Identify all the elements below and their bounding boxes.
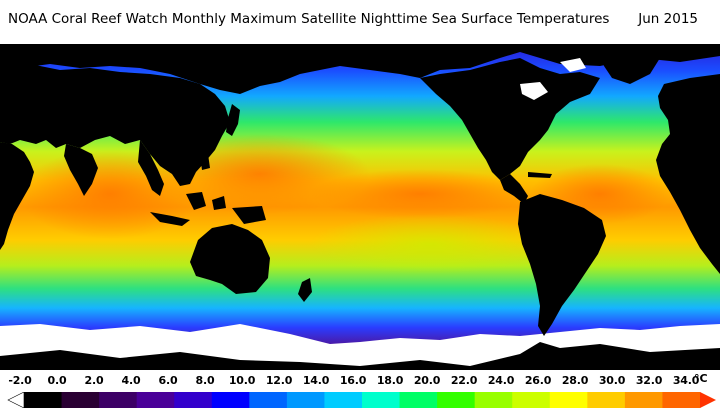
legend-tick-label: 18.0	[376, 374, 404, 387]
legend-tick-label: 26.0	[524, 374, 552, 387]
legend-unit: °C	[694, 372, 708, 385]
sst-map-image	[0, 44, 720, 370]
legend-tick-label: 32.0	[635, 374, 663, 387]
legend-swatch	[587, 392, 626, 408]
north-america-land	[420, 58, 600, 180]
sulawesi-land	[212, 196, 226, 210]
legend-swatch	[624, 392, 663, 408]
legend-tick-label: 12.0	[265, 374, 293, 387]
central-america-land	[500, 174, 528, 204]
indochina-land	[138, 140, 164, 196]
sumatra-java-land	[150, 212, 190, 226]
india-land	[64, 144, 98, 196]
legend-tick-label: 8.0	[195, 374, 215, 387]
legend-swatch	[437, 392, 476, 408]
legend-swatch	[324, 392, 363, 408]
new-zealand-land	[298, 278, 312, 302]
arctic-land	[0, 44, 720, 94]
legend-swatch-low-arrow	[7, 392, 25, 408]
legend-tick-label: 6.0	[158, 374, 178, 387]
africa-east-land	[0, 142, 34, 250]
antarctica-land	[0, 342, 720, 370]
legend-swatch	[174, 392, 213, 408]
philippines-land	[200, 154, 210, 170]
legend-tick-label: 10.0	[228, 374, 256, 387]
legend-tick-label: 22.0	[450, 374, 478, 387]
legend-tick-labels: -2.0 0.0 2.0 4.0 6.0 8.0 10.0 12.0 14.0 16.0 18.0 2…	[0, 374, 720, 390]
color-legend: -2.0 0.0 2.0 4.0 6.0 8.0 10.0 12.0 14.0 16.0 18.0 2…	[0, 370, 720, 411]
legend-swatch	[249, 392, 288, 408]
legend-swatch	[362, 392, 401, 408]
legend-swatch	[286, 392, 325, 408]
legend-swatch	[512, 392, 551, 408]
legend-swatch	[99, 392, 138, 408]
legend-swatch	[549, 392, 588, 408]
south-america-land	[518, 194, 606, 336]
legend-swatch	[474, 392, 513, 408]
legend-tick-label: 0.0	[47, 374, 67, 387]
greenland-land	[600, 52, 660, 84]
legend-swatch-high-arrow	[700, 392, 716, 408]
australia-land	[190, 224, 270, 294]
legend-tick-label: 34.0	[672, 374, 700, 387]
legend-swatch	[399, 392, 438, 408]
legend-color-bar	[7, 392, 716, 408]
borneo-land	[186, 192, 206, 210]
legend-swatch	[24, 392, 63, 408]
legend-swatch	[136, 392, 175, 408]
legend-tick-label: 2.0	[84, 374, 104, 387]
legend-swatch	[61, 392, 100, 408]
south-pacific-cool-tongue	[310, 214, 550, 274]
hudson-bay-ice	[520, 82, 548, 100]
map-title: NOAA Coral Reef Watch Monthly Maximum Sa…	[8, 11, 610, 27]
japan-land	[226, 104, 240, 136]
new-guinea-land	[232, 206, 266, 224]
legend-tick-label: 14.0	[302, 374, 330, 387]
legend-swatch	[662, 392, 701, 408]
sst-map	[0, 44, 720, 370]
legend-tick-label: -2.0	[8, 374, 32, 387]
equatorial-pacific-warm	[310, 169, 530, 219]
europe-africa-land	[656, 74, 720, 274]
caribbean-islands	[528, 172, 552, 178]
arctic-ice-patch	[560, 58, 586, 72]
title-bar: NOAA Coral Reef Watch Monthly Maximum Sa…	[0, 0, 720, 44]
legend-tick-label: 30.0	[598, 374, 626, 387]
eurasia-land	[0, 64, 230, 186]
legend-tick-label: 28.0	[561, 374, 589, 387]
legend-swatch	[211, 392, 250, 408]
legend-tick-label: 4.0	[121, 374, 141, 387]
map-date: Jun 2015	[638, 11, 698, 27]
legend-tick-label: 16.0	[339, 374, 367, 387]
legend-tick-label: 20.0	[413, 374, 441, 387]
legend-tick-label: 24.0	[487, 374, 515, 387]
